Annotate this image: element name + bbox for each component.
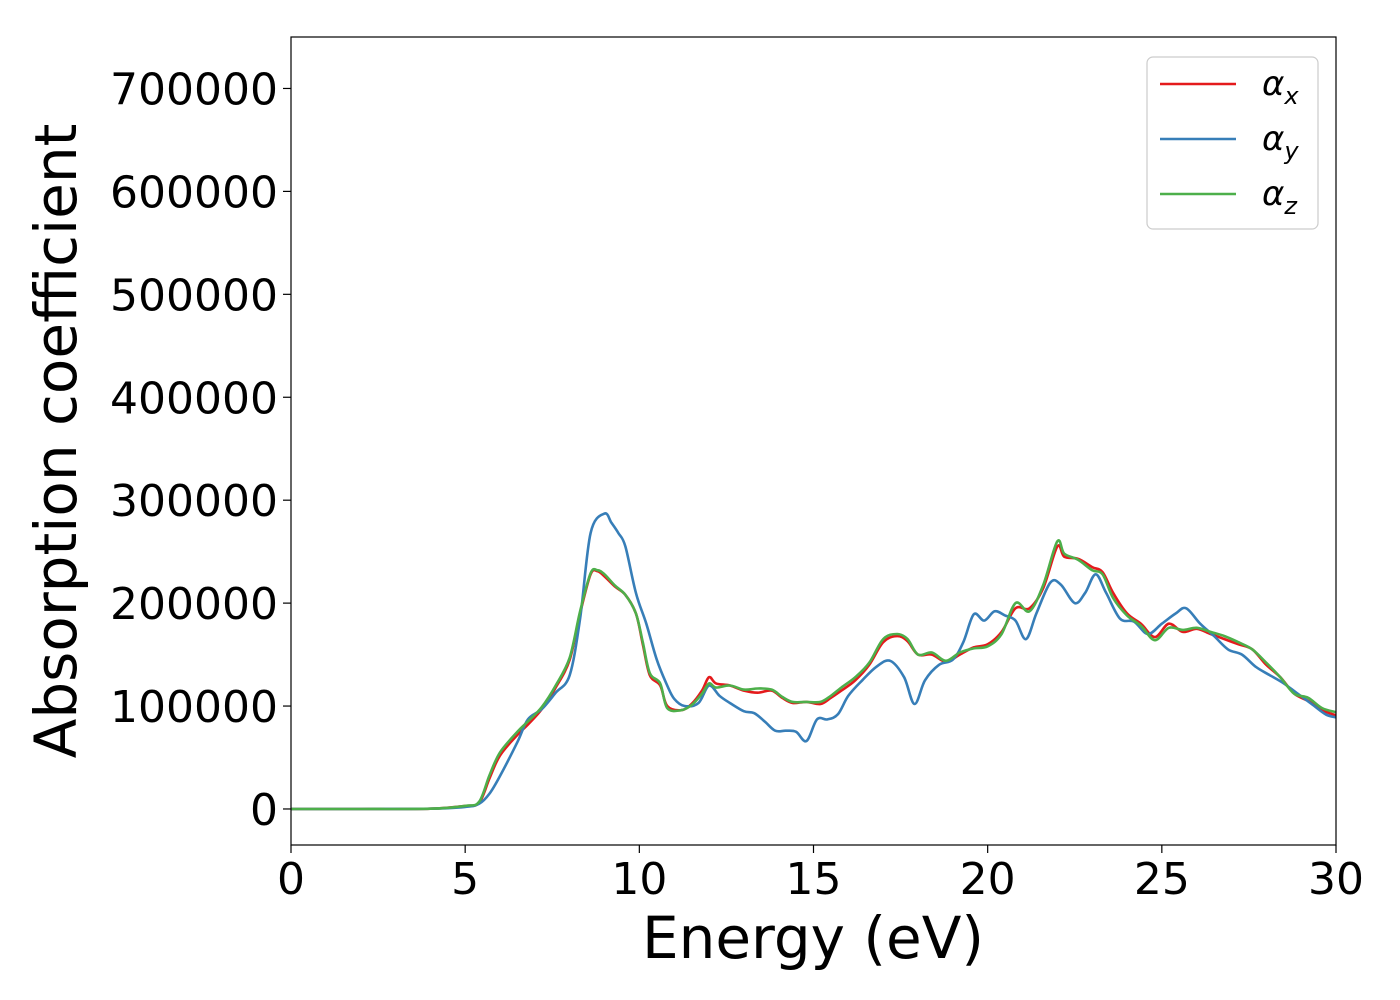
x-tick-label: 20 [960,854,1016,905]
y-tick-label: 400000 [110,373,278,424]
y-axis-label: Absorption coefficient [22,124,90,759]
x-tick-label: 30 [1308,854,1364,905]
y-tick-label: 100000 [110,682,278,733]
legend-label-z: αz [1262,174,1298,220]
y-tick-label: 0 [250,785,278,836]
y-tick-label: 200000 [110,579,278,630]
legend: αx αy αz [1146,56,1319,230]
series-line-z [291,539,1336,811]
y-axis: 0 100000 200000 300000 400000 500000 600000 700… [110,64,291,836]
x-axis-label: Energy (eV) [642,904,984,972]
legend-label-x: αx [1262,64,1299,110]
x-axis: 0 5 10 15 20 25 30 [277,845,1364,905]
x-tick-label: 5 [451,854,479,905]
x-tick-label: 25 [1134,854,1190,905]
y-tick-label: 600000 [110,167,278,218]
x-tick-label: 0 [277,854,305,905]
y-tick-label: 700000 [110,64,278,115]
legend-label-y: αy [1262,119,1299,165]
x-tick-label: 10 [611,854,667,905]
series-line-y [291,512,1336,811]
x-tick-label: 15 [786,854,842,905]
y-tick-label: 500000 [110,270,278,321]
legend-box [1146,56,1319,230]
y-tick-label: 300000 [110,476,278,527]
series-layer [291,512,1336,811]
